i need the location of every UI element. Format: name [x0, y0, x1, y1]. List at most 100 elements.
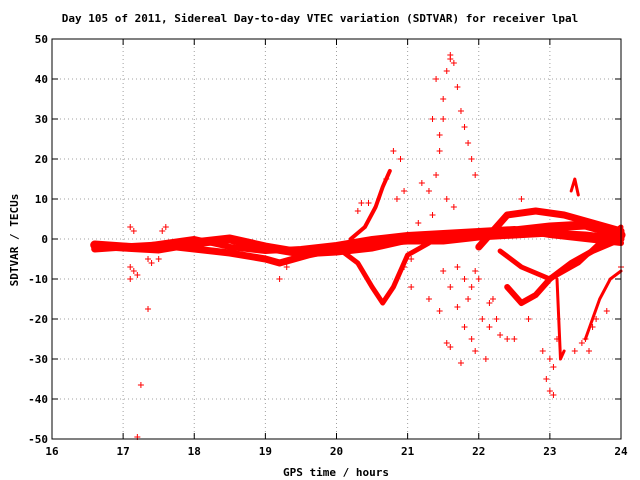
data-point: [433, 172, 440, 178]
data-series: [90, 52, 626, 440]
dense-data-band: [555, 277, 566, 361]
data-point: [450, 204, 457, 210]
y-tick-label: 0: [41, 233, 48, 246]
dense-data-band: [91, 229, 625, 267]
data-point: [443, 340, 450, 346]
data-point: [582, 336, 589, 342]
data-point: [486, 300, 493, 306]
dense-data-band: [334, 240, 432, 306]
data-point: [511, 336, 518, 342]
data-point: [155, 256, 162, 262]
data-point: [408, 284, 415, 290]
data-point: [443, 68, 450, 74]
data-point: [401, 188, 408, 194]
data-point: [589, 324, 596, 330]
data-point: [482, 356, 489, 362]
data-point: [489, 296, 496, 302]
data-point: [276, 276, 283, 282]
data-point: [454, 84, 461, 90]
data-point: [436, 308, 443, 314]
data-point: [585, 348, 592, 354]
data-point: [425, 296, 432, 302]
data-point: [518, 196, 525, 202]
data-point: [415, 220, 422, 226]
data-point: [539, 348, 546, 354]
data-point: [383, 176, 390, 182]
data-point: [546, 388, 553, 394]
y-axis-label: SDTVAR / TECUs: [8, 194, 21, 287]
grid-lines: [52, 39, 621, 439]
y-tick-label: -40: [28, 393, 48, 406]
data-point: [461, 276, 468, 282]
data-point: [440, 268, 447, 274]
data-point: [465, 140, 472, 146]
data-point: [436, 148, 443, 154]
data-point: [283, 264, 290, 270]
data-point: [571, 348, 578, 354]
data-point: [468, 336, 475, 342]
plot-frame: [51, 38, 622, 440]
data-point: [447, 284, 454, 290]
data-point: [440, 96, 447, 102]
y-tick-label: -20: [28, 313, 48, 326]
dense-data-band: [475, 207, 625, 251]
data-point: [461, 124, 468, 130]
data-point: [130, 228, 137, 234]
data-point: [504, 336, 511, 342]
data-point: [450, 60, 457, 66]
data-point: [443, 196, 450, 202]
data-point: [475, 276, 482, 282]
data-point: [486, 324, 493, 330]
data-point: [145, 306, 152, 312]
data-point: [436, 132, 443, 138]
x-tick-label: 20: [330, 445, 343, 458]
x-tick-label: 22: [472, 445, 485, 458]
y-tick-labels: -50 -40 -30 -20 -10 0 10 20 30 40 50: [28, 33, 48, 446]
data-point: [127, 276, 134, 282]
data-point: [148, 260, 155, 266]
data-point: [159, 228, 166, 234]
dense-data-band: [569, 177, 580, 197]
data-point: [137, 382, 144, 388]
data-point: [127, 264, 134, 270]
data-point: [134, 272, 141, 278]
data-point: [465, 296, 472, 302]
data-point: [401, 264, 408, 270]
data-point: [525, 316, 532, 322]
x-tick-label: 23: [543, 445, 556, 458]
y-tick-label: -30: [28, 353, 48, 366]
chart-title: Day 105 of 2011, Sidereal Day-to-day VTE…: [62, 12, 579, 25]
data-point: [550, 364, 557, 370]
y-tick-label: 20: [35, 153, 48, 166]
data-point: [539, 284, 546, 290]
data-point: [461, 324, 468, 330]
data-point: [393, 196, 400, 202]
x-tick-labels: 16 17 18 19 20 21 22 23 24: [45, 445, 628, 458]
data-point: [390, 148, 397, 154]
data-point: [497, 332, 504, 338]
data-point: [546, 356, 553, 362]
data-point: [493, 316, 500, 322]
data-point: [440, 116, 447, 122]
x-axis-label: GPS time / hours: [283, 466, 389, 479]
y-tick-label: 40: [35, 73, 48, 86]
data-point: [603, 308, 610, 314]
x-tick-label: 21: [401, 445, 415, 458]
dense-data-band: [583, 269, 623, 341]
data-point: [447, 56, 454, 62]
data-point: [454, 304, 461, 310]
data-point: [162, 224, 169, 230]
data-point: [365, 200, 372, 206]
data-point: [550, 392, 557, 398]
data-point: [358, 200, 365, 206]
dense-data-band: [148, 226, 624, 254]
data-point: [468, 284, 475, 290]
data-point: [543, 376, 550, 382]
dense-data-band: [348, 169, 392, 241]
data-point: [425, 188, 432, 194]
data-point: [472, 268, 479, 274]
data-point: [454, 264, 461, 270]
data-point: [418, 180, 425, 186]
data-point: [433, 76, 440, 82]
